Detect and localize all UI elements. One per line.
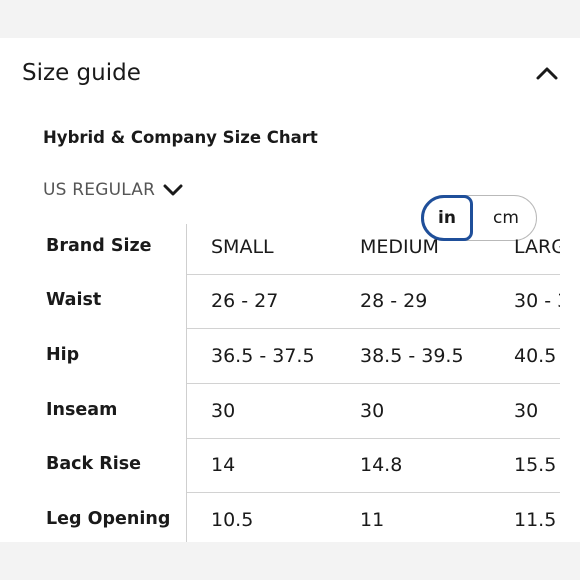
column-header-medium: MEDIUM bbox=[360, 236, 439, 258]
table-divider bbox=[186, 224, 187, 542]
cell-waist-small: 26 - 27 bbox=[211, 290, 279, 312]
column-header-large: LARGE bbox=[514, 236, 560, 258]
unit-toggle: in cm bbox=[421, 195, 537, 241]
cell-waist-medium: 28 - 29 bbox=[360, 290, 428, 312]
unit-cm-button[interactable]: cm bbox=[493, 208, 519, 228]
size-chart-title: Hybrid & Company Size Chart bbox=[43, 128, 318, 147]
collapse-button[interactable] bbox=[534, 62, 560, 84]
row-label-leg-opening: Leg Opening bbox=[46, 509, 171, 529]
row-label-inseam: Inseam bbox=[46, 400, 118, 420]
chevron-up-icon bbox=[536, 67, 558, 80]
row-divider bbox=[187, 274, 560, 275]
size-table: Brand Size SMALL MEDIUM LARGE Waist 26 -… bbox=[0, 224, 560, 542]
row-label-hip: Hip bbox=[46, 345, 80, 365]
size-guide-panel: Size guide Hybrid & Company Size Chart U… bbox=[0, 38, 580, 542]
row-divider bbox=[187, 492, 560, 493]
unit-in-button[interactable]: in bbox=[421, 195, 473, 241]
cell-back-rise-large: 15.5 bbox=[514, 454, 557, 476]
cell-hip-large: 40.5 - 41.5 bbox=[514, 345, 560, 367]
cell-waist-large: 30 - 31 bbox=[514, 290, 560, 312]
row-divider bbox=[187, 383, 560, 384]
region-dropdown[interactable]: US REGULAR bbox=[43, 178, 183, 202]
cell-inseam-small: 30 bbox=[211, 400, 236, 422]
cell-back-rise-medium: 14.8 bbox=[360, 454, 403, 476]
cell-inseam-medium: 30 bbox=[360, 400, 385, 422]
size-guide-title: Size guide bbox=[22, 60, 141, 86]
region-label: US REGULAR bbox=[43, 180, 156, 200]
cell-back-rise-small: 14 bbox=[211, 454, 236, 476]
cell-hip-small: 36.5 - 37.5 bbox=[211, 345, 315, 367]
row-divider bbox=[187, 438, 560, 439]
chevron-down-icon bbox=[163, 184, 183, 196]
row-divider bbox=[187, 328, 560, 329]
row-label-waist: Waist bbox=[46, 290, 102, 310]
cell-leg-opening-large: 11.5 bbox=[514, 509, 557, 531]
cell-inseam-large: 30 bbox=[514, 400, 539, 422]
cell-leg-opening-small: 10.5 bbox=[211, 509, 254, 531]
column-header-small: SMALL bbox=[211, 236, 274, 258]
header-label: Brand Size bbox=[46, 236, 152, 256]
cell-leg-opening-medium: 11 bbox=[360, 509, 385, 531]
row-label-back-rise: Back Rise bbox=[46, 454, 142, 474]
cell-hip-medium: 38.5 - 39.5 bbox=[360, 345, 464, 367]
